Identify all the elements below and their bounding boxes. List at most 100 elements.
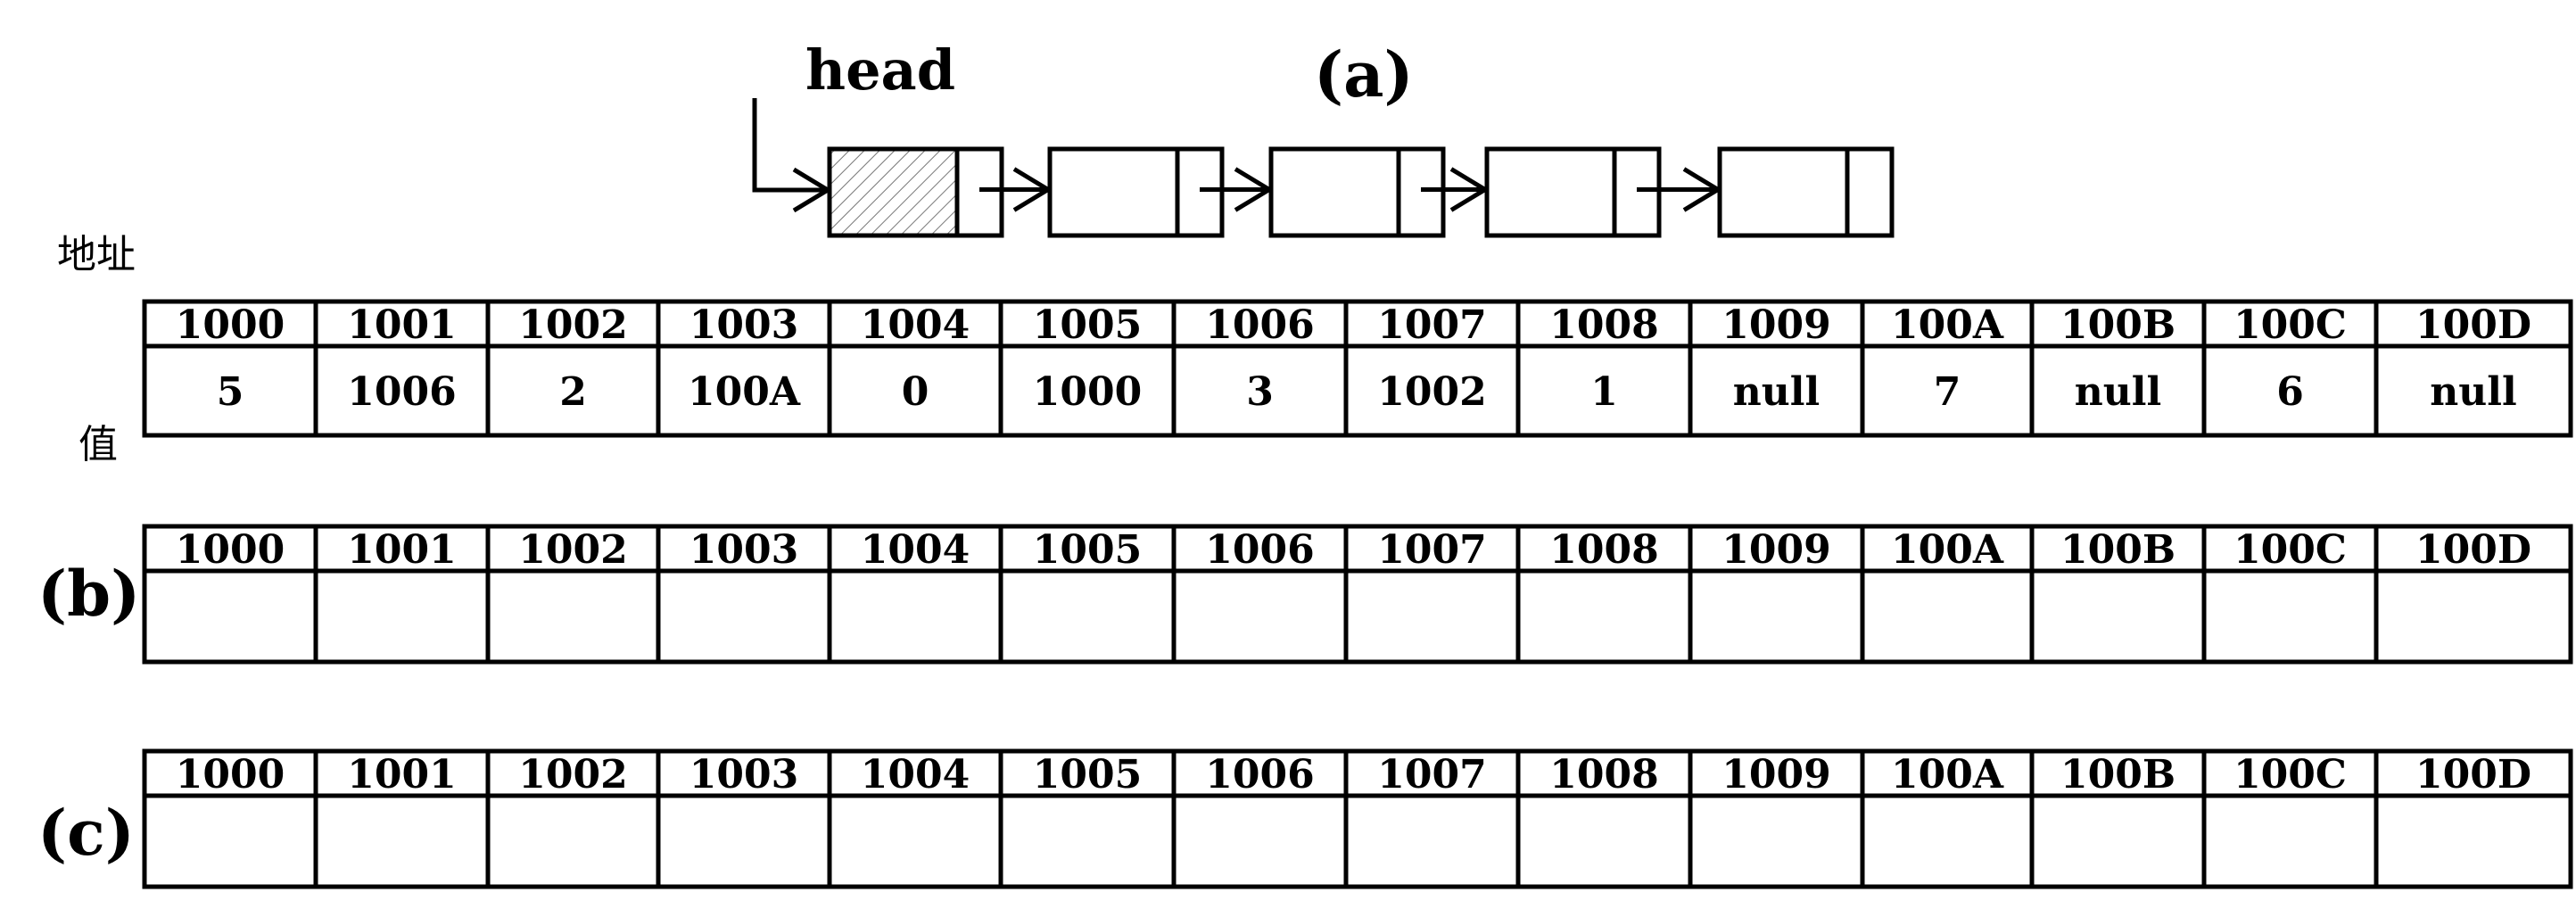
empty-value-cell[interactable] [2035, 574, 2201, 659]
empty-value-cell[interactable] [832, 574, 998, 659]
address-cell: 1002 [518, 752, 627, 797]
value-cell: 7 [1934, 369, 1961, 415]
value-cell: 1000 [1033, 369, 1142, 415]
table-border [142, 299, 2573, 438]
next-pointer-arrow [1421, 167, 1490, 212]
list-node [1047, 146, 1225, 238]
address-cell: 100C [2233, 752, 2347, 797]
node-data-field [1050, 149, 1177, 236]
value-cell: 1 [1590, 369, 1618, 415]
empty-value-cell[interactable] [2207, 574, 2374, 659]
value-cell: 3 [1246, 369, 1274, 415]
panel-b-label: (b) [37, 557, 140, 631]
address-cell: 1005 [1033, 527, 1142, 573]
empty-value-cell[interactable] [318, 574, 485, 659]
list-node [1717, 146, 1895, 238]
address-cell: 1001 [347, 752, 456, 797]
address-cell: 1004 [861, 527, 970, 573]
address-cell: 1009 [1721, 752, 1830, 797]
address-cell: 100D [2415, 302, 2531, 348]
memory-table-c: 1000 1001 1002 1003 1004 1005 1006 1007 1008 1009… [37, 748, 2573, 889]
table-border [142, 524, 2573, 665]
empty-value-cell[interactable] [491, 798, 656, 884]
address-cell: 1008 [1549, 527, 1658, 573]
empty-value-cell[interactable] [1693, 798, 1860, 884]
address-cell: 1008 [1549, 752, 1658, 797]
address-cell: 100B [2060, 527, 2176, 573]
address-cell: 1009 [1721, 527, 1830, 573]
empty-value-cell[interactable] [1865, 798, 2029, 884]
value-cell: 0 [902, 369, 929, 415]
empty-value-cell[interactable] [1177, 574, 1343, 659]
address-cell: 1007 [1377, 527, 1486, 573]
address-cell: 1003 [689, 752, 798, 797]
address-axis-label: 地址 [57, 232, 136, 277]
next-pointer-arrow [1637, 167, 1722, 212]
empty-value-cell[interactable] [1003, 574, 1171, 659]
address-cell: 100D [2415, 752, 2531, 797]
node-box [1047, 146, 1225, 238]
table-border [142, 748, 2573, 889]
value-cell: null [1733, 369, 1820, 415]
address-cell: 1008 [1549, 302, 1658, 348]
memory-tables: 1000510011006100221003100A10040100510001… [37, 299, 2573, 889]
empty-value-cell[interactable] [2379, 574, 2568, 659]
value-cell: 2 [559, 369, 587, 415]
empty-value-cell[interactable] [2207, 798, 2374, 884]
address-cell: 100B [2060, 752, 2176, 797]
empty-value-cell[interactable] [1349, 798, 1515, 884]
address-cell: 1002 [518, 527, 627, 573]
address-cell: 1003 [689, 527, 798, 573]
value-cell: null [2430, 369, 2516, 415]
address-cell: 1009 [1721, 302, 1830, 348]
memory-table-a: 1000 5 1001 1006 1002 2 1003 100A 1004 0 1005 1000 1… [142, 299, 2573, 438]
node-data-field [1720, 149, 1847, 236]
address-cell: 100A [1891, 527, 2004, 573]
panel-a-label: (a) [1314, 37, 1414, 112]
empty-value-cell[interactable] [491, 574, 656, 659]
empty-value-cell[interactable] [1177, 798, 1343, 884]
value-cell: 1002 [1377, 369, 1486, 415]
empty-value-cell[interactable] [1349, 574, 1515, 659]
address-cell: 1005 [1033, 302, 1142, 348]
head-pointer-arrow [752, 98, 832, 213]
address-cell: 1001 [347, 302, 456, 348]
empty-value-cell[interactable] [318, 798, 485, 884]
address-cell: 100C [2233, 527, 2347, 573]
address-cell: 100A [1891, 752, 2004, 797]
value-cell: null [2075, 369, 2161, 415]
address-cell: 1000 [176, 302, 285, 348]
next-pointer-arrow [979, 167, 1053, 212]
empty-value-cell[interactable] [1521, 798, 1688, 884]
address-cell: 1004 [861, 302, 970, 348]
empty-value-cell[interactable] [661, 574, 827, 659]
empty-value-cell[interactable] [1693, 574, 1860, 659]
address-cell: 1002 [518, 302, 627, 348]
empty-value-cell[interactable] [2035, 798, 2201, 884]
head-label: head [805, 37, 955, 103]
value-axis-label: 值 [78, 422, 118, 467]
address-cell: 100D [2415, 527, 2531, 573]
address-cell: 100B [2060, 302, 2176, 348]
value-cell: 100A [688, 369, 801, 415]
address-cell: 1007 [1377, 302, 1486, 348]
empty-value-cell[interactable] [147, 798, 313, 884]
list-node [1484, 146, 1662, 238]
address-cell: 1003 [689, 302, 798, 348]
address-cell: 100C [2233, 302, 2347, 348]
empty-value-cell[interactable] [1003, 798, 1171, 884]
memory-table-b: 1000 1001 1002 1003 1004 1005 1006 1007 1008 1009… [37, 524, 2573, 665]
empty-value-cell[interactable] [832, 798, 998, 884]
next-pointer-arrow [1200, 167, 1274, 212]
empty-value-cell[interactable] [147, 574, 313, 659]
address-cell: 1006 [1205, 752, 1314, 797]
empty-value-cell[interactable] [2379, 798, 2568, 884]
address-cell: 1005 [1033, 752, 1142, 797]
address-cell: 1001 [347, 527, 456, 573]
empty-value-cell[interactable] [661, 798, 827, 884]
address-cell: 1006 [1205, 302, 1314, 348]
empty-value-cell[interactable] [1865, 574, 2029, 659]
linked-list-nodes [827, 146, 1895, 238]
empty-value-cell[interactable] [1521, 574, 1688, 659]
